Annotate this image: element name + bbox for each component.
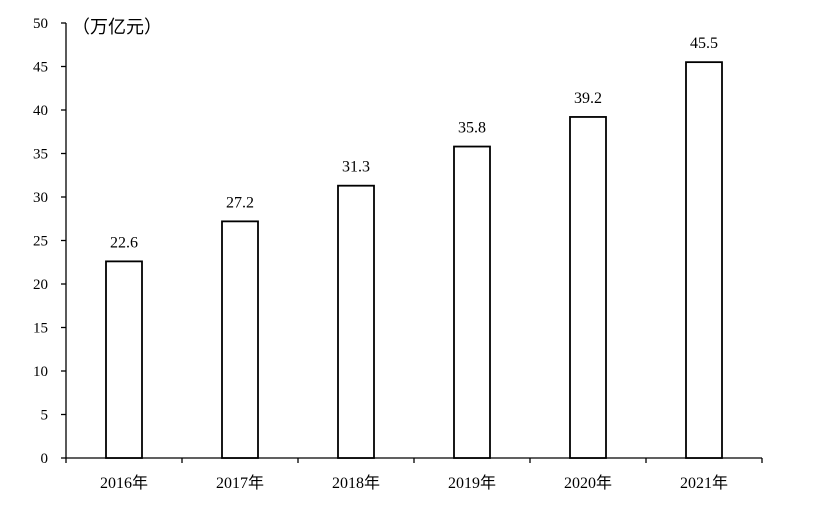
data-label: 45.5 bbox=[690, 35, 718, 52]
y-tick-label: 0 bbox=[41, 451, 49, 467]
data-labels: 22.6 27.2 31.3 35.8 39.2 45.5 bbox=[110, 35, 718, 251]
y-tick-label: 5 bbox=[41, 408, 49, 424]
y-tick-label: 10 bbox=[33, 364, 48, 380]
y-tick-label: 35 bbox=[33, 147, 48, 163]
y-tick-label: 30 bbox=[33, 190, 48, 206]
bars bbox=[105, 61, 723, 459]
unit-label: （万亿元） bbox=[72, 17, 162, 37]
data-label: 31.3 bbox=[342, 159, 370, 176]
data-label: 39.2 bbox=[574, 90, 602, 107]
bar bbox=[685, 61, 723, 459]
x-category-label: 2021年 bbox=[680, 474, 728, 492]
x-category-label: 2016年 bbox=[100, 474, 148, 492]
y-tick-label: 40 bbox=[33, 103, 48, 119]
y-tick-label: 20 bbox=[33, 277, 48, 293]
y-tick-label: 45 bbox=[33, 60, 48, 76]
data-label: 27.2 bbox=[226, 194, 254, 211]
bar bbox=[105, 260, 143, 459]
bar bbox=[221, 220, 259, 459]
y-axis: 0 5 10 15 20 25 30 35 40 45 50 bbox=[33, 16, 67, 467]
bar bbox=[337, 184, 375, 459]
x-category-label: 2019年 bbox=[448, 474, 496, 492]
x-category-label: 2017年 bbox=[216, 474, 264, 492]
y-tick-label: 50 bbox=[33, 16, 48, 32]
bar bbox=[453, 145, 491, 459]
data-label: 35.8 bbox=[458, 120, 486, 137]
x-category-label: 2018年 bbox=[332, 474, 380, 492]
x-category-label: 2020年 bbox=[564, 474, 612, 492]
bar bbox=[569, 116, 607, 459]
x-axis: 2016年 2017年 2018年 2019年 2020年 2021年 bbox=[65, 457, 763, 492]
y-tick-label: 15 bbox=[33, 321, 48, 337]
data-label: 22.6 bbox=[110, 234, 138, 251]
y-tick-label: 25 bbox=[33, 234, 48, 250]
